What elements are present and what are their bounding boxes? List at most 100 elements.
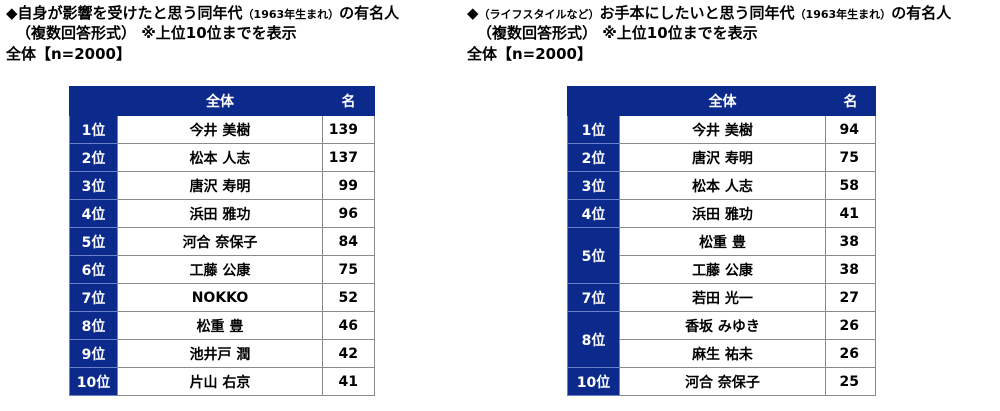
right-base: 全体【n=2000】 <box>467 45 592 63</box>
rank-cell: 5位 <box>567 227 620 284</box>
table-header-row: 全体 名 <box>69 86 375 116</box>
table-row: 3位 唐沢 寿明 99 <box>69 171 375 200</box>
name-cell: 唐沢 寿明 <box>619 143 826 172</box>
rank-cell: 1位 <box>567 115 620 144</box>
right-ranking-table: 全体 名 1位 今井 美樹 94 2位 唐沢 寿明 75 3位 松本 人志 58 4位 浜田 … <box>567 86 876 396</box>
table-row: 8位 香坂 みゆき 26 <box>567 311 876 368</box>
name-cell: 工藤 公康 <box>117 255 323 284</box>
name-cell: 池井戸 潤 <box>117 339 323 368</box>
left-base: 全体【n=2000】 <box>6 45 131 63</box>
count-cell: 38 <box>825 227 876 256</box>
right-title-paren1: （ライフスタイルなど） <box>478 8 600 21</box>
table-row: 4位 浜田 雅功 41 <box>567 199 876 228</box>
name-cell: 浜田 雅功 <box>117 199 323 228</box>
name-cell: 唐沢 寿明 <box>117 171 323 200</box>
rank-cell: 3位 <box>567 171 620 200</box>
left-title-paren: （1963年生まれ） <box>242 8 340 21</box>
table-row: 7位 若田 光一 27 <box>567 283 876 312</box>
table-row: 1位 今井 美樹 139 <box>69 115 375 144</box>
left-title-main: ◆自身が影響を受けたと思う同年代 <box>6 4 243 22</box>
right-title-paren2: （1963年生まれ） <box>794 8 892 21</box>
name-cell: 松本 人志 <box>117 143 323 172</box>
name-cell: 今井 美樹 <box>619 115 826 144</box>
rank-cell: 5位 <box>69 227 118 256</box>
left-panel: ◆自身が影響を受けたと思う同年代（1963年生まれ）の有名人 （複数回答形式） … <box>6 0 399 396</box>
name-cell: 麻生 祐未 <box>619 339 826 368</box>
table-row: 7位 NOKKO 52 <box>69 283 375 312</box>
name-cell: 香坂 みゆき <box>619 311 826 340</box>
count-cell: 137 <box>322 143 375 172</box>
table-row: 3位 松本 人志 58 <box>567 171 876 200</box>
right-title: ◆（ライフスタイルなど）お手本にしたいと思う同年代（1963年生まれ）の有名人 <box>467 4 951 24</box>
right-title-main: お手本にしたいと思う同年代 <box>599 4 795 22</box>
rank-cell: 7位 <box>567 283 620 312</box>
count-cell: 38 <box>825 255 876 284</box>
count-cell: 42 <box>322 339 375 368</box>
rank-cell: 10位 <box>567 367 620 396</box>
name-cell: NOKKO <box>117 283 323 312</box>
left-title: ◆自身が影響を受けたと思う同年代（1963年生まれ）の有名人 <box>6 4 399 24</box>
table-row: 4位 浜田 雅功 96 <box>69 199 375 228</box>
count-cell: 139 <box>322 115 375 144</box>
count-cell: 84 <box>322 227 375 256</box>
rank-cell: 7位 <box>69 283 118 312</box>
name-cell: 浜田 雅功 <box>619 199 826 228</box>
rank-cell: 4位 <box>69 199 118 228</box>
count-cell: 26 <box>825 311 876 340</box>
table-row: 1位 今井 美樹 94 <box>567 115 876 144</box>
name-cell: 片山 右京 <box>117 367 323 396</box>
right-title-tail: の有名人 <box>891 4 952 22</box>
table-header-row: 全体 名 <box>567 86 876 116</box>
count-cell: 75 <box>825 143 876 172</box>
rank-cell: 2位 <box>567 143 620 172</box>
table-row: 8位 松重 豊 46 <box>69 311 375 340</box>
count-cell: 26 <box>825 339 876 368</box>
rank-cell: 4位 <box>567 199 620 228</box>
rank-cell: 10位 <box>69 367 118 396</box>
count-cell: 25 <box>825 367 876 396</box>
count-cell: 41 <box>825 199 876 228</box>
name-cell: 若田 光一 <box>619 283 826 312</box>
left-subtitle: （複数回答形式） ※上位10位までを表示 <box>16 24 297 42</box>
count-cell: 96 <box>322 199 375 228</box>
count-cell: 41 <box>322 367 375 396</box>
left-title-tail: の有名人 <box>339 4 400 22</box>
right-title-lead: ◆ <box>467 4 479 22</box>
rank-cell: 1位 <box>69 115 118 144</box>
header-rank <box>69 86 118 116</box>
table-row: 5位 河合 奈保子 84 <box>69 227 375 256</box>
rank-cell: 6位 <box>69 255 118 284</box>
header-name: 全体 <box>117 86 323 116</box>
name-cell: 河合 奈保子 <box>117 227 323 256</box>
count-cell: 75 <box>322 255 375 284</box>
right-subtitle: （複数回答形式） ※上位10位までを表示 <box>477 24 758 42</box>
left-ranking-table: 全体 名 1位 今井 美樹 139 2位 松本 人志 137 3位 唐沢 寿明 99 4位浜… <box>69 86 375 396</box>
header-count: 名 <box>322 86 375 116</box>
count-cell: 58 <box>825 171 876 200</box>
table-row: 6位 工藤 公康 75 <box>69 255 375 284</box>
count-cell: 94 <box>825 115 876 144</box>
table-row: 5位 松重 豊 38 <box>567 227 876 284</box>
rank-cell: 9位 <box>69 339 118 368</box>
rank-cell: 2位 <box>69 143 118 172</box>
name-cell: 河合 奈保子 <box>619 367 826 396</box>
header-count: 名 <box>825 86 876 116</box>
count-cell: 27 <box>825 283 876 312</box>
count-cell: 52 <box>322 283 375 312</box>
name-cell: 松重 豊 <box>619 227 826 256</box>
count-cell: 99 <box>322 171 375 200</box>
rank-cell: 8位 <box>567 311 620 368</box>
header-name: 全体 <box>619 86 826 116</box>
name-cell: 今井 美樹 <box>117 115 323 144</box>
name-cell: 松本 人志 <box>619 171 826 200</box>
table-row: 工藤 公康 38 <box>568 255 876 284</box>
rank-cell: 3位 <box>69 171 118 200</box>
name-cell: 工藤 公康 <box>619 255 826 284</box>
right-panel: ◆（ライフスタイルなど）お手本にしたいと思う同年代（1963年生まれ）の有名人 … <box>467 0 951 396</box>
table-row: 9位 池井戸 潤 42 <box>69 339 375 368</box>
header-rank <box>567 86 620 116</box>
name-cell: 松重 豊 <box>117 311 323 340</box>
table-row: 10位 河合 奈保子 25 <box>567 367 876 396</box>
table-row: 2位 唐沢 寿明 75 <box>567 143 876 172</box>
rank-cell: 8位 <box>69 311 118 340</box>
